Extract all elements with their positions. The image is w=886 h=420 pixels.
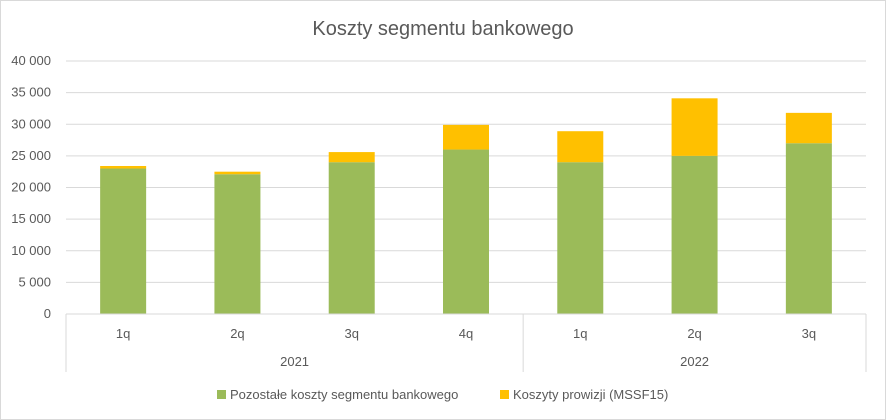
bar-pozostale (214, 174, 261, 314)
y-tick-label: 0 (44, 306, 51, 321)
bars (100, 98, 832, 314)
x-tick-label: 2q (687, 326, 701, 341)
y-tick-label: 10 000 (11, 243, 51, 258)
x-group-label: 2021 (280, 354, 309, 369)
bar-prowizje (557, 131, 604, 163)
x-tick-label: 2q (230, 326, 244, 341)
axes: 0 5 000 10 000 15 000 20 000 25 000 30 000 35 0… (11, 53, 867, 372)
y-tick-label: 30 000 (11, 116, 51, 131)
bar-pozostale (785, 143, 832, 314)
y-tick-label: 15 000 (11, 211, 51, 226)
bar-prowizje (443, 124, 489, 150)
x-tick-label: 4q (459, 326, 473, 341)
bar-pozostale (443, 149, 489, 314)
bar-prowizje (214, 171, 261, 175)
bar-prowizje (785, 112, 832, 144)
bar-pozostale (100, 168, 147, 314)
bar-prowizje (328, 152, 375, 163)
legend: Pozostałe koszty segmentu bankowego Koszy… (217, 387, 668, 402)
legend-swatch (217, 390, 226, 399)
y-tick-label: 20 000 (11, 180, 51, 195)
x-tick-label: 3q (344, 326, 358, 341)
bar-pozostale (557, 162, 604, 314)
y-tick-label: 35 000 (11, 85, 51, 100)
x-group-label: 2022 (680, 354, 709, 369)
bar-prowizje (100, 165, 147, 169)
y-tick-label: 25 000 (11, 148, 51, 163)
legend-label: Pozostałe koszty segmentu bankowego (230, 387, 458, 402)
legend-label: Koszyty prowizji (MSSF15) (513, 387, 668, 402)
x-tick-label: 3q (802, 326, 816, 341)
x-tick-label: 1q (116, 326, 130, 341)
y-tick-label: 5 000 (18, 274, 51, 289)
x-tick-label: 1q (573, 326, 587, 341)
bar-pozostale (671, 155, 718, 314)
bar-pozostale (328, 162, 375, 314)
legend-swatch (500, 390, 509, 399)
y-tick-label: 40 000 (11, 53, 51, 68)
bar-prowizje (671, 98, 718, 156)
chart-title: Koszty segmentu bankowego (312, 18, 573, 40)
